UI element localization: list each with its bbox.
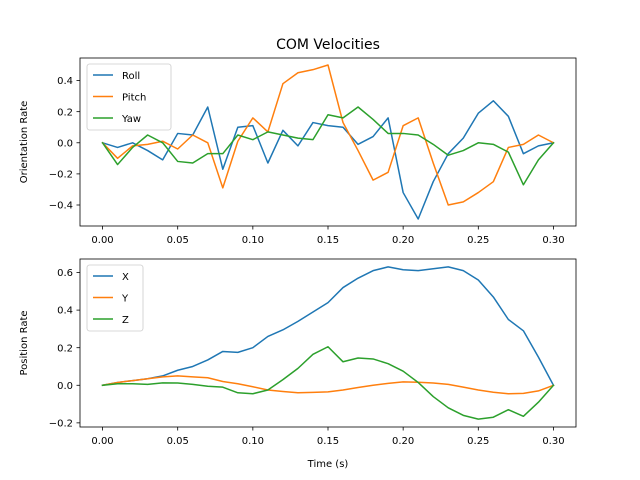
figure-title: COM Velocities [276,37,380,53]
legend-label-yaw: Yaw [121,114,141,125]
y-tick-label: 0.6 [57,268,73,279]
x-tick-label: 0.10 [242,436,264,447]
legend-box [86,63,172,131]
y-tick-label: −0.2 [49,418,73,429]
series-line-yaw [101,106,555,186]
legend-label-x: X [122,272,129,283]
y-axis-label: Orientation Rate [19,101,30,184]
y-tick-label: 0.2 [57,343,73,354]
x-tick-label: 0.05 [167,235,189,246]
orientation-rate-axes: 0.00 0.05 0.10 0.15 0.20 0.25 0.30 −0.4 −0.2 0.0 0… [19,57,577,246]
legend-label-roll: Roll [122,71,140,82]
series-line-x [101,266,555,387]
axes-frame [79,258,577,428]
legend-box [86,264,144,332]
y-tick-label: 0.4 [57,306,73,317]
x-tick-label: 0.15 [317,436,339,447]
legend: Roll Pitch Yaw [86,63,172,131]
y-tick-label: −0.2 [49,169,73,180]
x-tick-label: 0.20 [392,436,414,447]
legend-label-y: Y [121,294,129,305]
series-line-roll [101,100,555,220]
y-axis-label: Position Rate [19,310,30,375]
series-line-y [101,375,555,395]
x-axis-label: Time (s) [307,459,349,470]
legend-label-z: Z [122,315,129,326]
x-tick-label: 0.15 [317,235,339,246]
x-tick-label: 0.10 [242,235,264,246]
x-tick-label: 0.20 [392,235,414,246]
x-tick-label: 0.00 [91,235,113,246]
y-tick-label: −0.4 [49,201,73,212]
series-line-pitch [101,64,555,206]
x-tick-label: 0.25 [467,235,489,246]
x-tick-label: 0.30 [542,235,564,246]
x-tick-label: 0.30 [542,436,564,447]
y-tick-label: 0.2 [57,107,73,118]
x-tick-label: 0.25 [467,436,489,447]
y-tick-label: 0.0 [57,138,73,149]
legend: XYZ [86,264,144,332]
y-tick-label: 0.4 [57,76,73,87]
x-tick-label: 0.05 [167,436,189,447]
x-tick-label: 0.00 [91,436,113,447]
series-line-z [101,346,555,420]
legend-label-pitch: Pitch [122,93,146,104]
y-tick-label: 0.0 [57,381,73,392]
position-rate-axes: 0.00 0.05 0.10 0.15 0.20 0.25 0.30 −0.2 0.0 0.2 0.… [19,258,577,470]
